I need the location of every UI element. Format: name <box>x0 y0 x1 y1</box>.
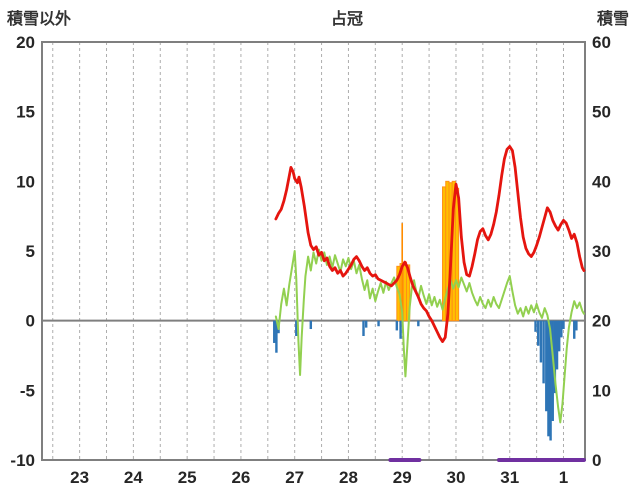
precipitation-bar <box>539 320 543 363</box>
precipitation-bar <box>534 320 537 332</box>
right-axis-tick-label: 60 <box>592 33 611 52</box>
right-axis-tick-label: 50 <box>592 103 611 122</box>
temperature-line <box>274 145 586 343</box>
wind-line <box>274 248 585 424</box>
precipitation-bar <box>573 320 576 339</box>
precipitation-bar <box>542 320 545 384</box>
precipitation-bar <box>547 320 550 437</box>
x-axis-tick-label: 28 <box>339 468 358 487</box>
precipitation-bar <box>555 320 559 370</box>
left-axis-tick-label: 0 <box>26 312 35 331</box>
precipitation-bar <box>377 320 380 327</box>
precipitation-bar <box>273 320 276 343</box>
precipitation-bar <box>275 320 278 353</box>
precipitation-bar <box>560 320 563 338</box>
precipitation-bar <box>575 320 578 331</box>
precipitation-bar <box>549 320 552 441</box>
precipitation-bar <box>395 320 399 331</box>
precipitation-bar <box>557 320 561 352</box>
x-axis-tick-label: 1 <box>559 468 568 487</box>
precipitation-bar <box>537 320 540 346</box>
left-axis-tick-label: -10 <box>10 451 35 470</box>
precipitation-bar <box>545 320 548 412</box>
left-axis-title: 積雪以外 <box>7 11 72 28</box>
left-axis-tick-label: 5 <box>26 242 35 261</box>
plot-frame <box>41 41 586 461</box>
precipitation-bar <box>309 320 313 330</box>
left-axis-tick-label: 15 <box>16 103 35 122</box>
precipitation-bar <box>364 320 368 328</box>
chart-title: 占冠 <box>331 11 364 28</box>
right-axis-tick-label: 10 <box>592 381 611 400</box>
precipitation-bar <box>551 320 554 421</box>
right-axis-tick-label: 20 <box>592 312 611 331</box>
x-axis-tick-label: 31 <box>500 468 519 487</box>
x-axis-tick-label: 29 <box>393 468 412 487</box>
precipitation-bar <box>362 320 365 336</box>
precipitation-bar <box>399 320 402 339</box>
precipitation-bar <box>553 320 557 394</box>
left-axis-tick-label: 10 <box>16 172 35 191</box>
right-axis-tick-label: 30 <box>592 242 611 261</box>
right-axis-title: 積雪 <box>596 11 629 28</box>
right-axis-tick-label: 40 <box>592 172 611 191</box>
x-axis-tick-label: 25 <box>178 468 197 487</box>
snowfall-peak-bar <box>401 223 404 321</box>
right-axis-tick-label: 0 <box>592 451 601 470</box>
left-axis-tick-label: 20 <box>16 33 35 52</box>
precipitation-bar <box>417 320 420 327</box>
precipitation-bar <box>562 320 565 330</box>
x-axis-tick-label: 27 <box>285 468 304 487</box>
x-axis-tick-label: 30 <box>447 468 466 487</box>
x-axis-tick-label: 23 <box>70 468 89 487</box>
precipitation-bar <box>295 320 298 336</box>
x-axis-tick-label: 24 <box>124 468 143 487</box>
left-axis-tick-label: -5 <box>20 381 35 400</box>
x-axis-tick-label: 26 <box>231 468 250 487</box>
